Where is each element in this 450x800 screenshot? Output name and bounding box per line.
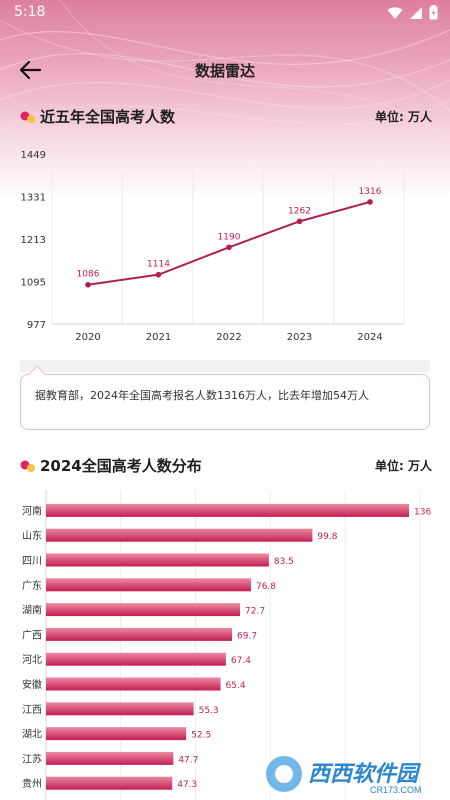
bar [46, 503, 409, 517]
y-tick-label: 977 [27, 320, 46, 331]
unit-label: 单位: 万人 [375, 459, 432, 473]
data-label: 47.7 [178, 755, 198, 765]
bar [46, 528, 313, 542]
section-dots-icon [20, 111, 35, 123]
note-text: 据教育部，2024年全国高考报名人数1316万人，比去年增加54万人 [35, 389, 369, 402]
data-label: 99.8 [317, 532, 337, 542]
category-label: 江苏 [22, 752, 42, 765]
category-label: 河北 [22, 654, 42, 666]
divider [20, 360, 430, 372]
data-label: 1262 [288, 206, 311, 216]
bar [46, 652, 226, 666]
data-label: 72.7 [245, 607, 265, 617]
category-label: 贵州 [22, 777, 42, 790]
watermark-logo: 西西软件园 CR173.COM [258, 748, 450, 800]
data-label: 1086 [77, 270, 100, 280]
category-label: 湖南 [22, 604, 42, 617]
watermark-icon: 西西软件园 CR173.COM [266, 756, 422, 795]
data-label: 136 [414, 507, 431, 517]
bar [46, 553, 269, 567]
data-label: 76.8 [256, 582, 276, 592]
app-bar: 数据雷达 [0, 50, 450, 90]
watermark-sub: CR173.COM [370, 785, 422, 795]
section-header-trend: 近五年全国高考人数 单位: 万人 [20, 106, 432, 128]
arrow-left-icon[interactable] [16, 56, 44, 84]
data-label: 65.4 [226, 681, 246, 691]
bar [46, 677, 221, 691]
signal-icon [410, 6, 422, 19]
category-label: 河南 [22, 504, 42, 517]
bar [46, 578, 251, 592]
data-label: 83.5 [274, 557, 294, 567]
category-label: 广东 [22, 579, 42, 592]
data-label: 1190 [218, 232, 241, 242]
x-tick-label: 2021 [146, 332, 171, 343]
data-label: 1316 [359, 187, 382, 197]
bar [46, 751, 174, 765]
data-point [226, 244, 232, 251]
bar [46, 702, 194, 716]
data-label: 67.4 [231, 656, 251, 666]
x-tick-label: 2022 [216, 332, 241, 343]
data-label: 1114 [147, 260, 170, 270]
status-bar: 5:18 [0, 0, 450, 26]
section-title: 2024全国高考人数分布 [40, 457, 202, 475]
data-label: 47.3 [177, 780, 197, 790]
y-tick-label: 1331 [21, 193, 46, 204]
bar [46, 727, 187, 741]
status-time: 5:18 [14, 4, 46, 20]
data-point [155, 271, 162, 278]
series-line [87, 200, 371, 286]
category-label: 四川 [22, 556, 42, 567]
bar-chart: 河南 136 山东 99.8 四川 83.5 广东 76.8 湖南 72.7 广西 69.7 河北 67.… [22, 490, 431, 800]
unit-label: 单位: 万人 [375, 110, 432, 124]
data-point [296, 218, 303, 225]
bar [46, 776, 173, 790]
category-label: 广西 [22, 629, 42, 641]
bar [46, 603, 241, 617]
bar [46, 627, 233, 641]
data-point [367, 199, 373, 205]
section-header-distribution: 2024全国高考人数分布 单位: 万人 [20, 455, 432, 477]
x-tick-label: 2020 [75, 332, 100, 343]
y-tick-label: 1213 [21, 235, 46, 246]
data-label: 52.5 [191, 731, 211, 741]
category-label: 安徽 [22, 678, 42, 691]
page-title: 数据雷达 [194, 62, 255, 80]
data-label: 55.3 [199, 706, 219, 716]
y-tick-label: 1449 [21, 150, 46, 161]
info-note: 据教育部，2024年全国高考报名人数1316万人，比去年增加54万人 [20, 365, 430, 430]
wifi-icon [387, 6, 403, 19]
header-background [0, 0, 450, 200]
x-tick-label: 2023 [287, 332, 312, 343]
wave-decoration [0, 0, 450, 141]
category-label: 湖北 [22, 729, 42, 741]
status-icons [387, 5, 438, 20]
x-tick-label: 2024 [357, 332, 382, 343]
data-label: 69.7 [237, 631, 257, 641]
battery-icon [429, 5, 438, 20]
section-dots-icon [20, 460, 35, 472]
watermark-text: 西西软件园 [308, 761, 422, 786]
data-point [85, 281, 91, 288]
y-tick-label: 1095 [21, 278, 46, 289]
category-label: 山东 [22, 529, 42, 542]
section-title: 近五年全国高考人数 [40, 108, 176, 126]
line-chart: 977 1095 1213 1331 1449 2020 2021 2022 2023 2024 1… [21, 150, 405, 343]
category-label: 江西 [22, 704, 42, 716]
